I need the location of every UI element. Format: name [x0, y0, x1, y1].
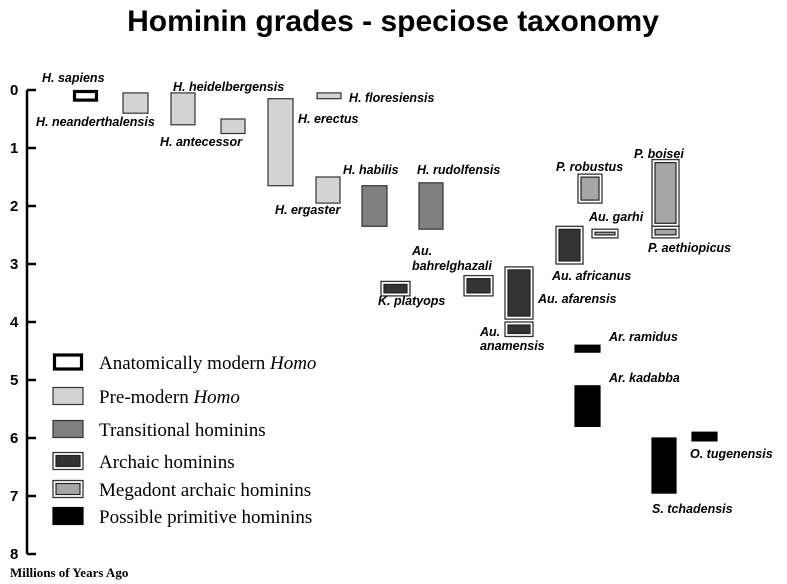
legend-item-modern: Anatomically modern Homo [52, 353, 316, 374]
bar-h-neanderthalensis [122, 92, 149, 114]
bar-h-antecessor [220, 118, 246, 135]
species-label-p-robustus: P. robustus [556, 160, 623, 174]
species-label-h-ergaster: H. ergaster [275, 203, 341, 217]
species-label-ar-kadabba: Ar. kadabba [608, 371, 680, 385]
bar-h-floresiensis [316, 92, 342, 100]
bar-s-tchadensis [651, 437, 677, 494]
species-label-au-africanus: Au. africanus [551, 269, 631, 283]
y-tick-label: 8 [10, 546, 18, 563]
y-axis: 0 1 2 3 4 5 6 7 8 [10, 82, 36, 563]
y-tick-label: 1 [10, 140, 18, 157]
bar-h-rudolfensis [418, 182, 444, 230]
legend-label: Anatomically modern Homo [99, 353, 316, 374]
bar-au-afarensis [504, 266, 534, 320]
bar-p-robustus [577, 173, 603, 204]
bar-h-heidelbergensis [170, 92, 196, 126]
species-label-au-bahrelghazali: Au. bahrelghazali [411, 244, 492, 273]
species-labels: H. sapiens H. neanderthalensis H. heidelbe… [36, 71, 773, 516]
species-label-h-antecessor: H. antecessor [160, 135, 243, 149]
bar-au-garhi [591, 228, 619, 239]
species-bars [72, 89, 718, 494]
y-tick-label: 5 [10, 372, 18, 389]
species-label-p-boisei: P. boisei [634, 147, 684, 161]
species-label-au-anamensis: Au. anamensis [479, 325, 545, 353]
legend-item-premodern: Pre-modern Homo [52, 386, 240, 408]
bar-h-sapiens [72, 89, 99, 102]
bar-p-boisei [651, 158, 680, 227]
species-label-p-aethiopicus: P. aethiopicus [648, 241, 731, 255]
legend-label: Possible primitive hominins [99, 507, 312, 528]
bar-au-bahrelghazali [463, 274, 494, 297]
y-tick-label: 4 [10, 314, 19, 331]
bar-k-platyops [380, 280, 411, 297]
y-axis-label: Millions of Years Ago [10, 565, 128, 580]
legend-item-transitional: Transitional hominins [52, 419, 266, 441]
bar-o-tugenensis [691, 431, 718, 442]
legend: Anatomically modern Homo Pre-modern Homo T… [52, 353, 316, 528]
y-tick-label: 2 [10, 198, 18, 215]
species-label-ar-ramidus: Ar. ramidus [608, 330, 678, 344]
species-label-h-floresiensis: H. floresiensis [349, 91, 434, 105]
bar-ar-ramidus [574, 344, 601, 353]
chart-title: Hominin grades - speciose taxonomy [127, 5, 659, 38]
species-label-h-habilis: H. habilis [343, 163, 399, 177]
legend-swatch [52, 506, 84, 526]
legend-swatch [52, 353, 84, 371]
legend-label: Pre-modern Homo [99, 387, 240, 408]
legend-item-primitive: Possible primitive hominins [52, 506, 312, 528]
species-label-h-rudolfensis: H. rudolfensis [417, 163, 500, 177]
legend-swatch [52, 386, 84, 406]
species-label-k-platyops: K. platyops [378, 294, 445, 308]
bar-h-erectus [267, 98, 294, 187]
y-tick-label: 6 [10, 430, 18, 447]
bar-h-habilis [361, 185, 388, 227]
species-label-au-garhi: Au. garhi [588, 210, 644, 224]
species-label-h-heidelbergensis: H. heidelbergensis [173, 80, 284, 94]
legend-label: Transitional hominins [99, 420, 266, 441]
legend-label: Archaic hominins [99, 452, 235, 473]
bar-au-africanus [555, 225, 584, 265]
species-label-h-neanderthalensis: H. neanderthalensis [36, 115, 155, 129]
legend-label: Megadont archaic hominins [99, 480, 311, 501]
species-label-h-erectus: H. erectus [298, 112, 358, 126]
legend-swatch [52, 419, 84, 439]
y-tick-label: 3 [10, 256, 18, 273]
species-label-o-tugenensis: O. tugenensis [690, 447, 773, 461]
species-label-h-sapiens: H. sapiens [42, 71, 105, 85]
bar-au-anamensis [504, 321, 534, 338]
bar-ar-kadabba [574, 385, 601, 427]
species-label-s-tchadensis: S. tchadensis [652, 502, 733, 516]
legend-item-megadont: Megadont archaic hominins [52, 479, 311, 501]
y-tick-label: 0 [10, 82, 18, 99]
bar-p-aethiopicus [651, 225, 680, 239]
bar-h-ergaster [315, 176, 341, 204]
y-tick-label: 7 [10, 488, 18, 505]
legend-item-archaic: Archaic hominins [52, 451, 235, 473]
species-label-au-afarensis: Au. afarensis [537, 292, 617, 306]
